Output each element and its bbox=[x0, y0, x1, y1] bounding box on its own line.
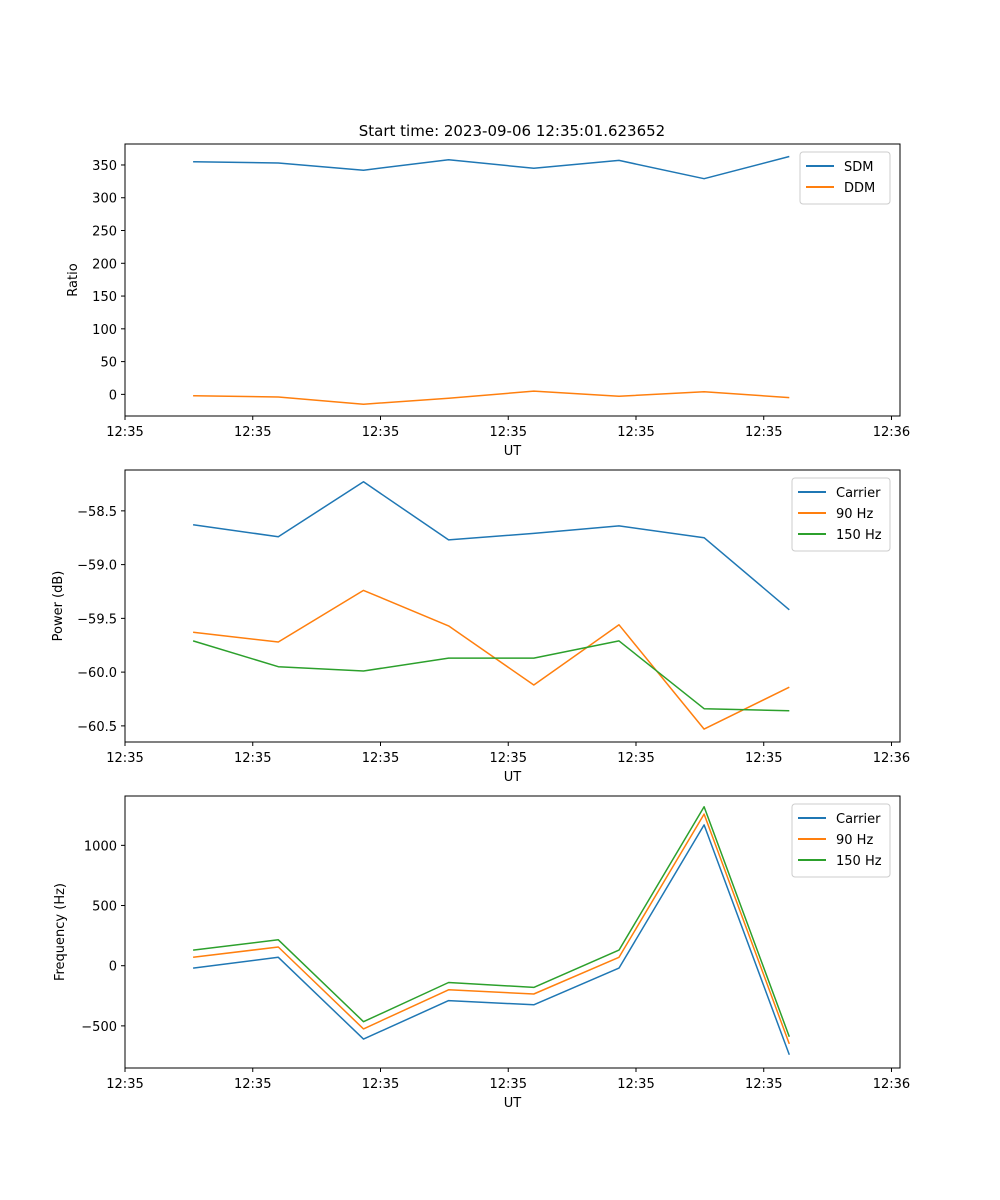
power-y-tick-label: −60.5 bbox=[77, 720, 117, 735]
frequency-y-tick-label: 0 bbox=[109, 960, 117, 975]
power-x-axis-label: UT bbox=[504, 770, 522, 785]
frequency-x-tick-label: 12:35 bbox=[234, 1077, 271, 1092]
power-x-tick-label: 12:35 bbox=[106, 751, 143, 766]
ratio-x-tick-label: 12:35 bbox=[234, 425, 271, 440]
power-legend-label: 150 Hz bbox=[836, 528, 882, 543]
power-legend-label: Carrier bbox=[836, 486, 881, 501]
power-y-axis-label: Power (dB) bbox=[51, 571, 66, 642]
ratio-legend-label: SDM bbox=[844, 160, 873, 175]
frequency-legend bbox=[791, 803, 891, 878]
frequency-legend-label: 90 Hz bbox=[836, 833, 873, 848]
frequency-y-tick-label: 500 bbox=[92, 900, 117, 915]
frequency-x-tick-label: 12:35 bbox=[362, 1077, 399, 1092]
power-legend bbox=[791, 477, 891, 552]
power-x-tick-label: 12:35 bbox=[745, 751, 782, 766]
figure-title: Start time: 2023-09-06 12:35:01.623652 bbox=[359, 122, 665, 140]
ratio-x-tick-label: 12:35 bbox=[490, 425, 527, 440]
ratio-y-tick-label: 0 bbox=[109, 388, 117, 403]
frequency-x-tick-label: 12:35 bbox=[745, 1077, 782, 1092]
frequency-axes-frame bbox=[124, 795, 901, 1069]
ratio-panel: 0 50 100 150 200 250 300 350 12:35 12:35 12:35 12:3… bbox=[66, 143, 910, 459]
power-x-tick-label: 12:35 bbox=[234, 751, 271, 766]
power-y-tick-label: −59.5 bbox=[77, 612, 117, 627]
frequency-y-axis-label: Frequency (Hz) bbox=[53, 883, 68, 981]
power-series-90-hz bbox=[193, 589, 790, 730]
ratio-y-axis-label: Ratio bbox=[66, 263, 81, 296]
ratio-x-tick-label: 12:35 bbox=[745, 425, 782, 440]
frequency-x-axis-label: UT bbox=[504, 1096, 522, 1111]
frequency-x-tick-label: 12:35 bbox=[617, 1077, 654, 1092]
frequency-x-tick-label: 12:35 bbox=[490, 1077, 527, 1092]
power-x-tick-label: 12:35 bbox=[490, 751, 527, 766]
power-legend-label: 90 Hz bbox=[836, 507, 873, 522]
power-y-tick-label: −58.5 bbox=[77, 505, 117, 520]
ratio-series-ddm bbox=[193, 390, 790, 405]
ratio-y-tick-label: 100 bbox=[92, 323, 117, 338]
power-x-tick-label: 12:35 bbox=[617, 751, 654, 766]
power-series-carrier bbox=[192, 481, 790, 611]
ratio-y-tick-label: 350 bbox=[92, 159, 117, 174]
ratio-x-tick-label: 12:35 bbox=[106, 425, 143, 440]
frequency-y-tick-label: 1000 bbox=[84, 839, 117, 854]
power-y-tick-label: −59.0 bbox=[77, 559, 117, 574]
power-x-tick-label: 12:35 bbox=[362, 751, 399, 766]
ratio-y-tick-label: 150 bbox=[92, 290, 117, 305]
frequency-legend-label: 150 Hz bbox=[836, 854, 882, 869]
ratio-y-tick-label: 200 bbox=[92, 257, 117, 272]
frequency-series-carrier bbox=[193, 824, 791, 1056]
ratio-x-axis-label: UT bbox=[504, 444, 522, 459]
frequency-legend-label: Carrier bbox=[836, 812, 881, 827]
ratio-x-tick-label: 12:35 bbox=[617, 425, 654, 440]
ratio-series-sdm bbox=[193, 155, 790, 180]
power-y-tick-label: −60.0 bbox=[77, 666, 117, 681]
power-series-150-hz bbox=[192, 640, 790, 712]
frequency-panel: −500 0 500 1000 12:35 12:35 12:35 12:35 12:35 12:… bbox=[53, 795, 910, 1111]
power-x-tick-label: 12:36 bbox=[873, 751, 910, 766]
ratio-y-tick-label: 300 bbox=[92, 192, 117, 207]
power-panel: −60.5 −60.0 −59.5 −59.0 −58.5 12:35 12:35 12:35… bbox=[51, 469, 910, 785]
frequency-series-90-hz bbox=[193, 813, 791, 1045]
ratio-axes-frame bbox=[124, 143, 901, 417]
frequency-x-tick-label: 12:35 bbox=[106, 1077, 143, 1092]
ratio-legend-label: DDM bbox=[844, 181, 875, 196]
ratio-y-tick-label: 250 bbox=[92, 225, 117, 240]
frequency-series-150-hz bbox=[193, 806, 791, 1037]
frequency-x-tick-label: 12:36 bbox=[873, 1077, 910, 1092]
ratio-x-tick-label: 12:35 bbox=[362, 425, 399, 440]
frequency-y-tick-label: −500 bbox=[81, 1020, 117, 1035]
ratio-y-tick-label: 50 bbox=[100, 356, 117, 371]
ratio-x-tick-label: 12:36 bbox=[873, 425, 910, 440]
